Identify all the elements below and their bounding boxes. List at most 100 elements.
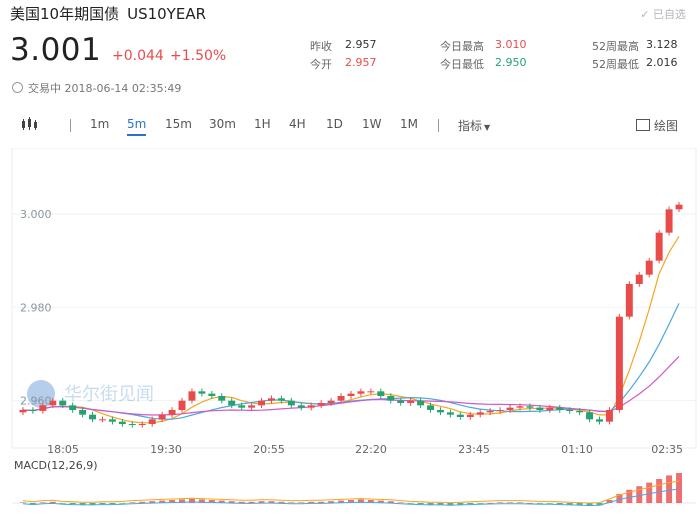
macd-bar [119,503,126,504]
indicators-menu[interactable]: 指标 ▼ [458,117,490,134]
x-tick-label: 22:20 [355,443,387,456]
candle [397,397,405,406]
interval-30m[interactable]: 30m [209,117,236,131]
macd-bar [59,503,66,504]
price-chart[interactable]: 华尔街见闻 3.000 2.980 2.960 18:05 19:30 20:55 22:… [0,148,700,520]
candle [446,409,454,418]
macd-bar [536,503,543,504]
candle [596,416,603,425]
instrument-name: 美国10年期国债 [10,5,120,23]
macd-bar [407,503,414,504]
candle [367,388,375,395]
candle [317,400,325,409]
candle [605,407,613,425]
candles [19,201,683,428]
stat-prev-close-label: 昨收 [310,40,332,53]
candle [208,390,216,399]
interval-1h[interactable]: 1H [254,117,271,131]
candle [128,421,136,428]
last-price: 3.001 [10,32,102,68]
candle [556,404,564,413]
candle [576,408,584,416]
macd-bar [676,473,683,503]
x-tick-label: 23:45 [458,443,490,456]
candle [546,404,554,413]
interval-1d[interactable]: 1D [326,117,343,131]
macd-bar [308,501,315,503]
candlestick-type-icon[interactable] [20,116,42,135]
candle [635,271,643,287]
x-tick-label: 02:35 [651,443,683,456]
interval-1m[interactable]: 1m [90,117,110,131]
x-tick-label: 19:30 [150,443,182,456]
candle [586,409,594,423]
indicators-label: 指标 [458,119,483,133]
candle [188,388,196,404]
interval-1mo[interactable]: 1M [400,117,418,131]
candle [158,411,166,423]
candle [198,388,206,397]
macd-bar [387,501,394,503]
macd-bar [586,503,593,506]
candle [49,397,57,409]
candle [337,393,345,404]
macd-bar [29,503,36,505]
macd-bar [179,499,185,503]
candle [347,390,355,399]
macd-bar [169,500,176,503]
candle [456,411,464,420]
macd-bar [218,500,225,503]
follow-label: 已自选 [653,8,686,21]
macd-bar [298,502,305,503]
watermark-text: 华尔街见闻 [64,384,154,405]
candle [238,402,246,411]
candle [258,397,266,409]
candle [108,416,116,425]
macd-bar [576,503,583,506]
candle [267,395,275,404]
stat-day-high-value: 3.010 [495,38,527,51]
candle [248,402,256,411]
interval-15m[interactable]: 15m [165,117,192,131]
macd-bar [238,501,245,503]
candle [387,393,395,404]
y-axis-ticks: 3.000 2.980 2.960 [20,208,52,408]
candle [486,408,494,416]
candle [277,395,285,404]
candle [218,393,226,404]
macd-bar [477,503,484,504]
candle [625,281,633,320]
macd-bar [198,499,205,503]
chart-plot-frame [11,148,697,449]
interval-4h[interactable]: 4H [289,117,306,131]
candle [287,397,295,409]
draw-button[interactable]: 绘图 [636,117,678,134]
stat-open-value: 2.957 [345,56,377,69]
x-axis-ticks: 18:05 19:30 20:55 22:20 23:45 01:10 02:35 [47,443,683,456]
macd-bar [357,499,364,503]
macd-bar [268,501,275,503]
y-tick-label: 2.980 [20,301,52,314]
caret-down-icon: ▼ [484,123,491,132]
instrument-title: 美国10年期国债 US10YEAR [10,3,206,24]
check-icon: ✓ [640,8,650,21]
candle [307,402,315,411]
macd-bar [109,503,116,505]
stat-52w-high-label: 52周最高 [592,40,639,53]
candle [228,397,236,409]
macd-bar [646,482,653,503]
x-tick-label: 20:55 [253,443,285,456]
chart-toolbar: 1m 5m 15m 30m 1H 4H 1D 1W 1M 指标 ▼ 绘图 [0,111,700,137]
candle [506,404,514,413]
candle [655,229,663,264]
candle [496,407,504,414]
interval-5m[interactable]: 5m [127,117,147,136]
macd-bar [497,502,504,503]
macd-bar [427,503,434,505]
follow-button[interactable]: ✓ 已自选 [640,6,686,22]
macd-bar [288,502,295,503]
macd-bar [39,502,46,503]
macd-bar [19,502,26,503]
macd-bar [507,502,514,503]
interval-1w[interactable]: 1W [362,117,382,131]
